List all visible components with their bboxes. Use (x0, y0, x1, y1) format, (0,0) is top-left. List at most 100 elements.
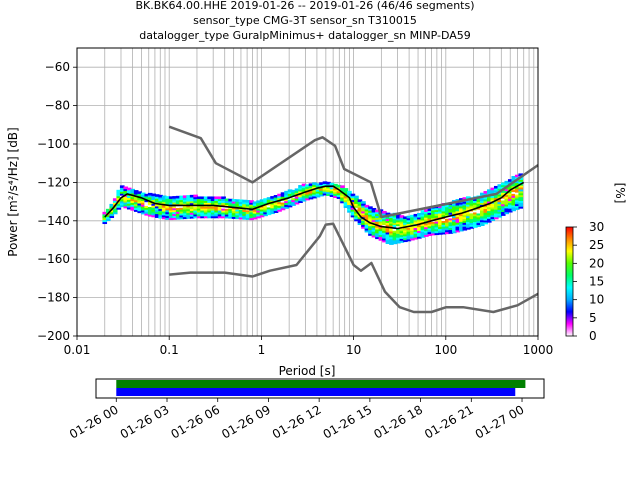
psd-density-cell (263, 209, 268, 213)
psd-density-cell (434, 232, 440, 236)
psd-density-cell (469, 222, 475, 225)
psd-density-cell (151, 210, 156, 214)
psd-density-cell (329, 190, 335, 194)
psd-density-cell (231, 216, 237, 219)
psd-density-cell (385, 233, 391, 237)
psd-density-cell (448, 231, 454, 234)
psd-density-cell (462, 224, 468, 227)
psd-density-cell (182, 203, 188, 206)
psd-density-cell (119, 202, 125, 206)
psd-density-cell (207, 209, 212, 213)
psd-density-cell (486, 220, 492, 223)
psd-density-cell (343, 188, 349, 191)
psd-density-cell (147, 214, 153, 217)
psd-density-cell (399, 224, 405, 228)
psd-density-cell (322, 181, 328, 184)
psd-density-cell (105, 210, 111, 214)
psd-density-cell (238, 203, 244, 206)
psd-density-cell (518, 179, 524, 182)
psd-density-cell (221, 198, 226, 201)
psd-density-cell (126, 187, 132, 191)
psd-density-cell (291, 203, 296, 206)
psd-density-cell (259, 214, 265, 218)
psd-density-cell (273, 198, 279, 202)
psd-density-cell (252, 205, 258, 208)
psd-density-cell (336, 186, 342, 190)
psd-density-cell (333, 195, 338, 198)
psd-density-cell (231, 210, 237, 214)
psd-density-cell (203, 211, 209, 215)
psd-density-cell (105, 216, 111, 220)
psd-density-cell (151, 206, 156, 210)
psd-density-cell (140, 192, 146, 196)
psd-density-cell (375, 224, 380, 228)
psd-density-cell (189, 200, 195, 204)
psd-density-cell (305, 184, 310, 187)
psd-density-cell (459, 221, 464, 224)
psd-density-cell (504, 200, 510, 203)
psd-density-cell (420, 227, 426, 231)
psd-density-cell (514, 203, 520, 207)
psd-density-cell (424, 211, 429, 214)
psd-density-cell (469, 226, 475, 229)
psd-density-cell (147, 204, 153, 208)
psd-density-cell (483, 200, 489, 204)
psd-density-cell (438, 220, 443, 224)
psd-density-cell (116, 191, 122, 195)
psd-density-cell (441, 229, 447, 233)
psd-density-cell (186, 195, 191, 198)
psd-density-cell (319, 188, 324, 191)
psd-density-cell (270, 203, 275, 207)
psd-density-cell (350, 209, 356, 212)
psd-density-cell (242, 203, 247, 207)
psd-density-cell (514, 190, 520, 193)
psd-density-cell (392, 218, 398, 222)
psd-density-cell (175, 211, 181, 214)
psd-density-cell (123, 192, 129, 195)
psd-density-cell (119, 204, 125, 208)
psd-density-cell (354, 212, 359, 216)
psd-density-cell (207, 215, 212, 219)
psd-density-cell (151, 214, 156, 218)
psd-density-cell (441, 226, 447, 229)
psd-density-cell (459, 215, 464, 219)
psd-density-cell (343, 197, 349, 201)
psd-density-cell (287, 195, 293, 198)
psd-density-cell (354, 214, 359, 218)
psd-density-cell (389, 215, 394, 219)
psd-density-cell (410, 216, 415, 220)
psd-density-cell (514, 193, 520, 197)
psd-density-cell (507, 186, 513, 190)
psd-density-cell (326, 181, 331, 185)
psd-density-cell (172, 215, 177, 218)
psd-density-cell (126, 197, 132, 200)
psd-density-cell (203, 213, 209, 217)
psd-density-cell (497, 193, 503, 197)
psd-density-cell (382, 224, 387, 228)
psd-density-cell (210, 202, 216, 205)
psd-density-cell (382, 216, 387, 220)
psd-density-cell (371, 207, 377, 211)
psd-density-cell (123, 188, 129, 192)
psd-density-cell (263, 213, 268, 217)
colorbar-tick-label: 25 (589, 238, 604, 252)
psd-density-cell (217, 206, 223, 209)
psd-density-cell (417, 234, 422, 237)
psd-density-cell (424, 234, 429, 237)
psd-density-cell (406, 221, 412, 225)
psd-density-cell (326, 193, 331, 196)
psd-density-cell (459, 228, 464, 232)
psd-density-cell (473, 215, 478, 219)
psd-density-cell (102, 217, 108, 221)
psd-density-cell (445, 223, 450, 227)
psd-density-cell (357, 218, 363, 222)
psd-density-cell (385, 212, 391, 216)
psd-density-cell (410, 230, 415, 233)
psd-density-cell (249, 217, 254, 221)
psd-density-cell (165, 215, 170, 218)
psd-density-cell (389, 228, 394, 232)
psd-density-cell (249, 200, 254, 203)
psd-density-cell (504, 180, 510, 184)
psd-density-cell (490, 208, 496, 212)
psd-density-cell (438, 222, 443, 226)
